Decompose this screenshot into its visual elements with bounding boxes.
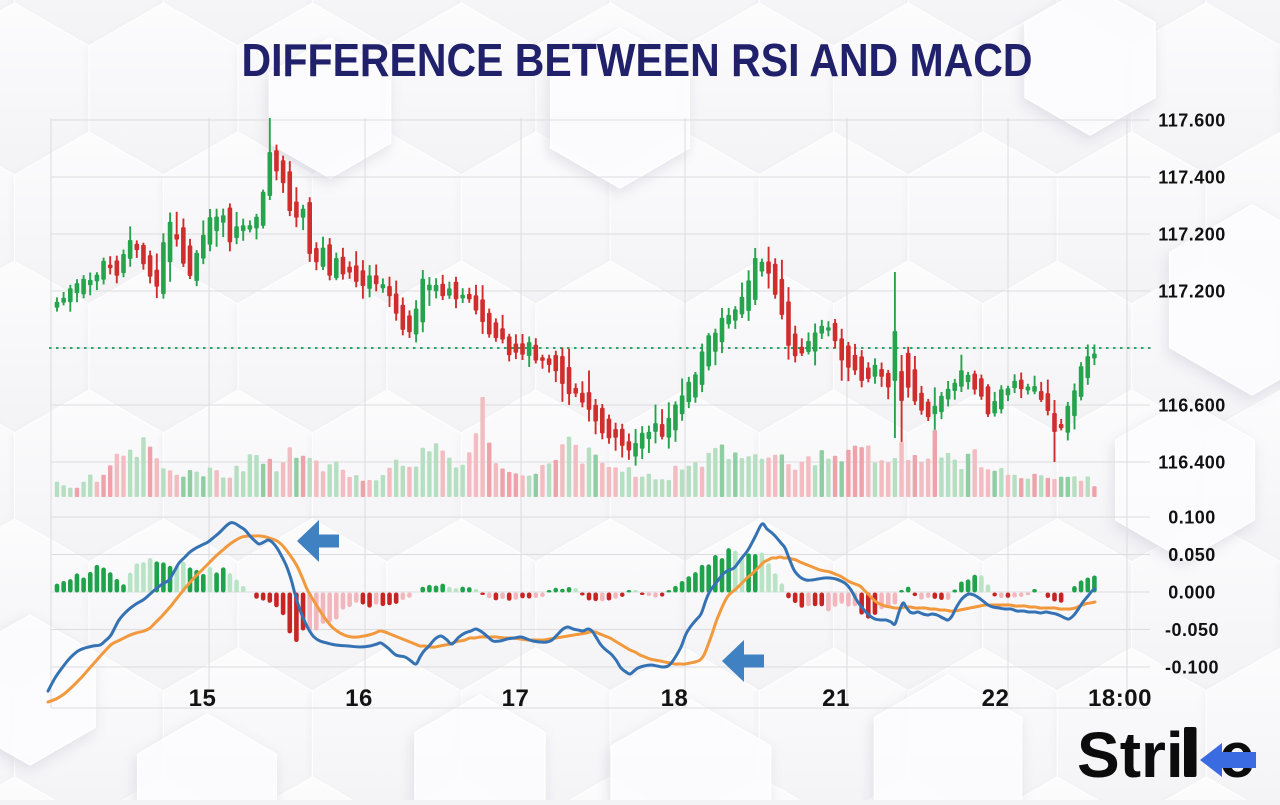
svg-text:0.000: 0.000: [1168, 583, 1216, 603]
svg-text:16: 16: [345, 685, 373, 712]
svg-text:-0.050: -0.050: [1165, 620, 1219, 640]
svg-text:0.100: 0.100: [1168, 508, 1216, 528]
svg-text:117.400: 117.400: [1158, 168, 1226, 188]
svg-text:-0.100: -0.100: [1165, 658, 1219, 678]
svg-text:18: 18: [661, 685, 689, 712]
svg-text:117.600: 117.600: [1158, 111, 1226, 131]
svg-text:DIFFERENCE BETWEEN RSI AND MAC: DIFFERENCE BETWEEN RSI AND MACD: [242, 34, 1033, 86]
svg-text:18:00: 18:00: [1088, 685, 1152, 712]
svg-text:0.050: 0.050: [1168, 545, 1216, 565]
svg-text:21: 21: [822, 685, 850, 712]
svg-text:116.400: 116.400: [1158, 453, 1226, 473]
svg-text:15: 15: [189, 685, 217, 712]
svg-text:116.600: 116.600: [1158, 396, 1226, 416]
svg-text:117.200: 117.200: [1158, 225, 1226, 245]
svg-text:Stri: Stri: [1077, 719, 1184, 791]
svg-text:117.200: 117.200: [1158, 282, 1226, 302]
svg-text:22: 22: [982, 685, 1010, 712]
svg-text:17: 17: [502, 685, 530, 712]
